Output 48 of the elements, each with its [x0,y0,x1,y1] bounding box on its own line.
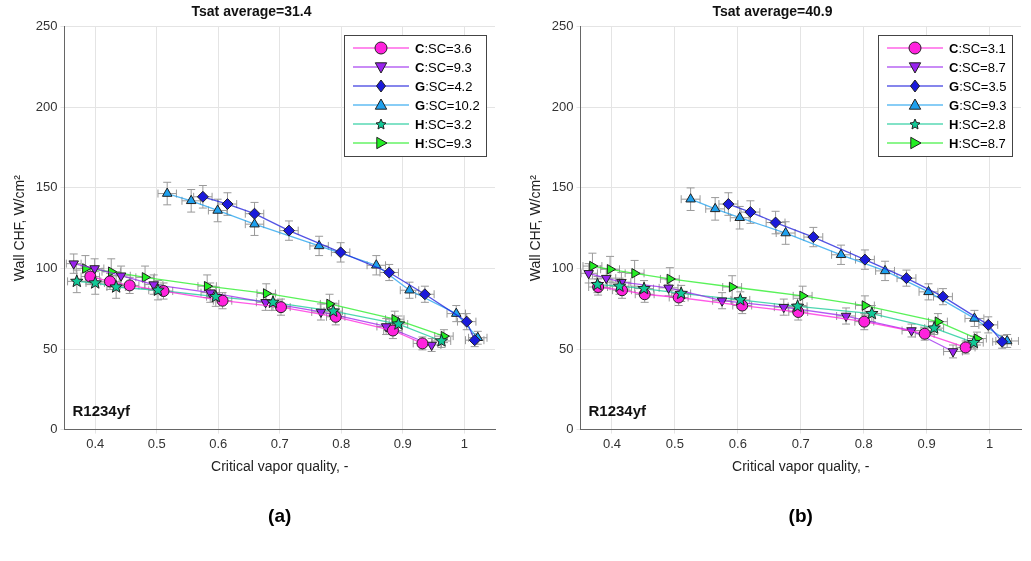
y-axis-title: Wall CHF, W/cm² [11,174,28,282]
legend-label: C:SC=3.1 [949,40,1006,56]
text: (b) [787,505,814,527]
legend-label: H:SC=8.7 [949,135,1006,151]
x-tick-label: 0.9 [393,435,412,451]
x-tick-label: 0.5 [665,435,684,451]
legend-label: H:SC=9.3 [415,135,472,151]
x-tick-label: 0.8 [854,435,873,451]
y-tick-label: 250 [551,18,574,34]
x-tick-label: 0.7 [791,435,810,451]
y-tick-label: 0 [566,421,574,437]
legend-label: G:SC=10.2 [415,97,480,113]
x-tick-label: 0.4 [602,435,621,451]
y-tick-label: 150 [35,179,58,195]
x-tick-label: 1 [985,435,994,451]
legend-label: G:SC=4.2 [415,78,473,94]
x-tick-label: 0.9 [917,435,936,451]
x-tick-label: 0.6 [728,435,747,451]
chart-title: Tsat average=40.9 [712,3,833,20]
x-tick-label: 0.8 [332,435,351,451]
text: (a) [267,505,293,527]
legend-label: C:SC=8.7 [949,59,1006,75]
y-axis-title: Wall CHF, W/cm² [527,174,544,282]
y-tick-label: 100 [35,260,58,276]
legend-label: H:SC=2.8 [949,116,1006,132]
x-axis-title: Critical vapor quality, - [211,458,349,475]
annotation: R1234yf [588,402,648,420]
legend-label: H:SC=3.2 [415,116,472,132]
y-tick-label: 50 [43,340,58,356]
legend-label: C:SC=3.6 [415,40,472,56]
x-tick-label: 0.4 [86,435,105,451]
y-tick-label: 200 [35,98,58,114]
x-tick-label: 0.5 [147,435,166,451]
y-tick-label: 150 [551,179,574,195]
chart-title: Tsat average=31.4 [191,3,312,20]
y-tick-label: 50 [559,340,574,356]
legend-label: G:SC=9.3 [949,97,1007,113]
legend-label: C:SC=9.3 [415,59,472,75]
x-tick-label: 0.7 [270,435,289,451]
y-tick-label: 100 [551,260,574,276]
x-axis-title: Critical vapor quality, - [732,458,870,475]
y-tick-label: 200 [551,98,574,114]
annotation: R1234yf [72,402,132,420]
x-tick-label: 1 [460,435,468,451]
y-tick-label: 250 [35,18,58,34]
y-tick-label: 0 [50,421,58,437]
legend-label: G:SC=3.5 [949,78,1007,94]
x-tick-label: 0.6 [209,435,228,451]
